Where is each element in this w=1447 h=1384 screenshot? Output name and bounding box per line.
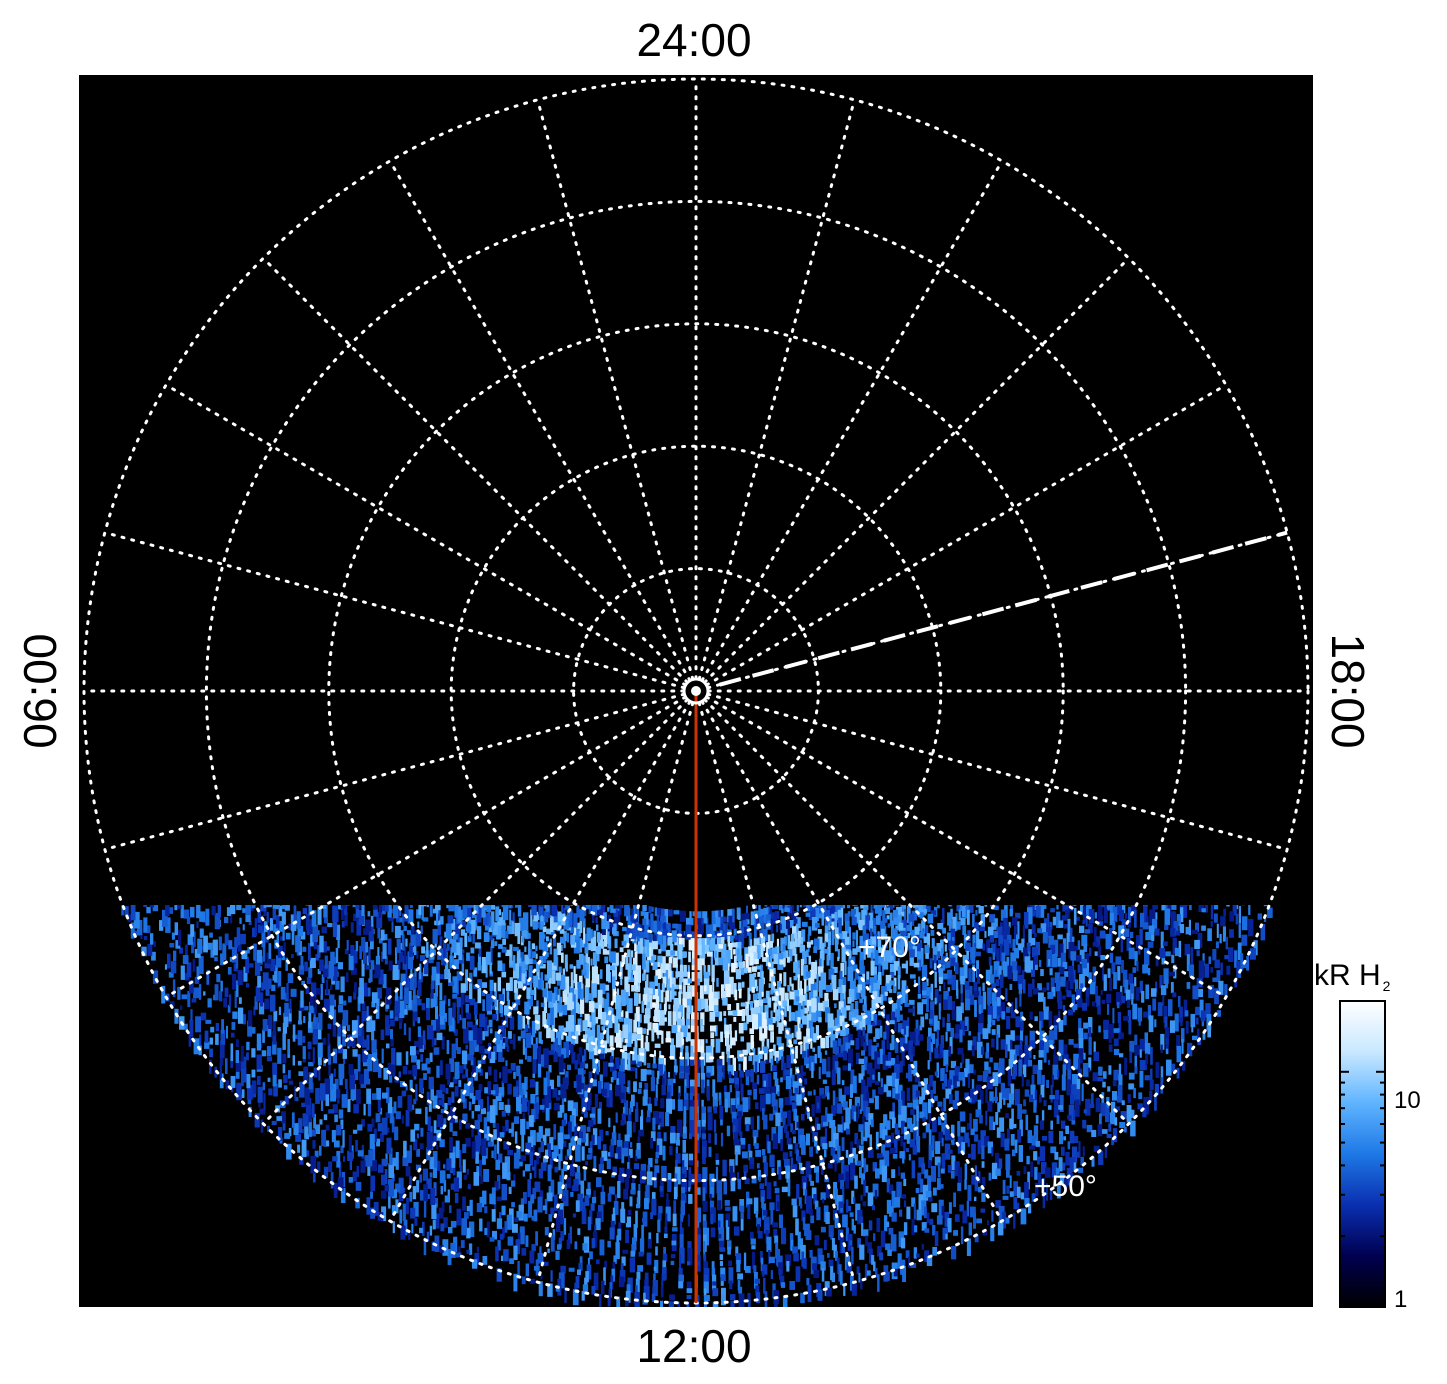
lt-meridian-2 [700,159,1004,682]
lt-meridian-22 [388,159,692,682]
lt-meridian-23 [536,98,695,681]
lt-meridian-1 [697,98,856,681]
dashed-meridian-line [719,530,1288,687]
pole-marker [682,677,710,705]
lt-label-left: 06:00 [14,633,66,748]
lt-meridian-11 [697,701,856,1284]
lt-meridian-17 [103,692,686,851]
lt-label-bottom: 12:00 [636,1320,751,1372]
lt-meridian-8 [705,695,1228,999]
lt-meridian-13 [536,701,695,1284]
lt-meridian-16 [164,695,687,999]
colorbar-gradient [1339,1000,1386,1308]
emission-speckle [121,905,1273,1307]
lt-meridian-4 [705,383,1228,687]
lt-meridian-20 [164,383,687,687]
lt-meridian-10 [700,700,1004,1223]
lat-label-70: +70° [858,931,921,964]
lat-circle-60 [327,322,1065,1060]
lt-meridian-21 [261,256,689,684]
colorbar-title-subscript: 2 [1383,978,1391,994]
lt-label-top: 24:00 [636,14,751,66]
lt-meridian-7 [706,692,1289,851]
lt-meridian-14 [388,700,692,1223]
lt-meridian-9 [703,698,1131,1126]
lt-meridian-15 [261,698,689,1126]
colorbar-ticks [1340,1000,1385,1308]
lat-label-50: +50° [1034,1170,1097,1203]
colorbar-tick-label-1: 1 [1394,1286,1407,1313]
colorbar-tick-label-10: 10 [1394,1087,1421,1114]
lt-meridian-3 [703,256,1131,684]
lt-label-right: 18:00 [1322,633,1374,748]
lt-meridian-19 [103,531,686,690]
